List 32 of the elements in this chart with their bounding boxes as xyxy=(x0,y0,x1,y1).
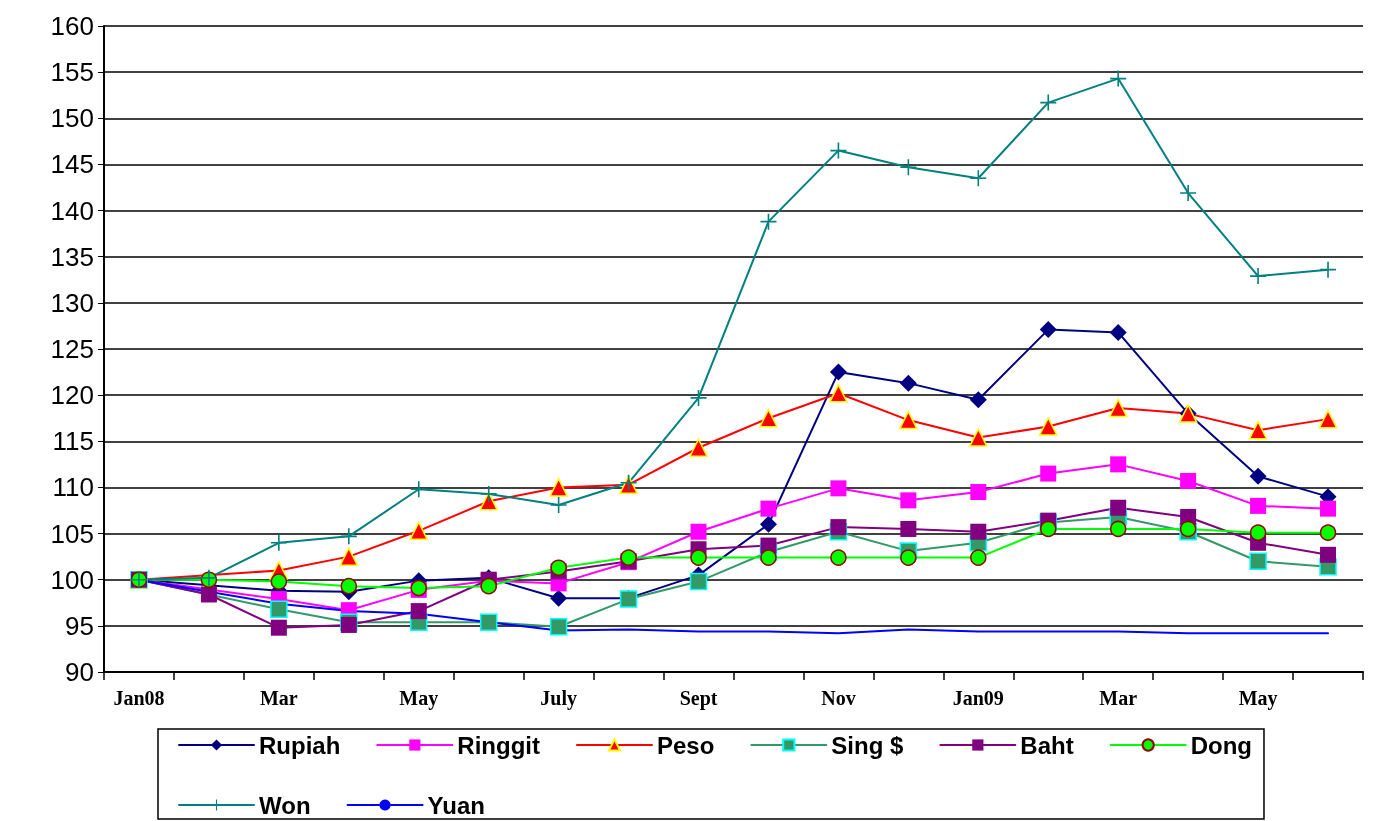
y-tick-label: 105 xyxy=(50,518,94,549)
legend-label: Sing $ xyxy=(831,731,904,759)
y-tick-label: 150 xyxy=(50,103,94,134)
y-tick-label: 125 xyxy=(50,334,94,364)
x-tick-label: Nov xyxy=(821,687,856,709)
legend-label: Rupiah xyxy=(259,731,341,759)
x-tick-label: Mar xyxy=(259,687,298,709)
x-tick-label: Sept xyxy=(679,687,718,710)
legend-label: Peso xyxy=(656,731,715,759)
legend-label: Won xyxy=(259,791,311,819)
x-tick-label: Jan09 xyxy=(952,687,1004,709)
y-tick-label: 140 xyxy=(50,195,94,226)
x-tick-label: July xyxy=(540,687,577,710)
legend-label: Dong xyxy=(1190,731,1252,759)
y-tick-label: 120 xyxy=(50,380,94,411)
y-tick-label: 95 xyxy=(65,610,94,641)
y-tick-label: 160 xyxy=(50,11,94,41)
legend-label: Baht xyxy=(1020,731,1074,759)
legend-label: Yuan xyxy=(427,791,485,819)
x-tick-label: May xyxy=(1238,687,1278,710)
y-tick-label: 135 xyxy=(50,241,94,272)
legend-label: Ringgit xyxy=(457,731,540,759)
x-tick-label: May xyxy=(399,687,439,710)
y-tick-label: 110 xyxy=(52,472,94,503)
y-tick-label: 115 xyxy=(52,426,94,457)
y-tick-label: 130 xyxy=(50,287,94,318)
y-tick-label: 100 xyxy=(50,564,94,595)
y-tick-label: 90 xyxy=(65,657,94,687)
x-tick-label: Jan08 xyxy=(113,687,165,709)
x-tick-label: Mar xyxy=(1099,687,1138,709)
y-tick-label: 145 xyxy=(50,149,94,180)
y-tick-label: 155 xyxy=(50,57,94,88)
